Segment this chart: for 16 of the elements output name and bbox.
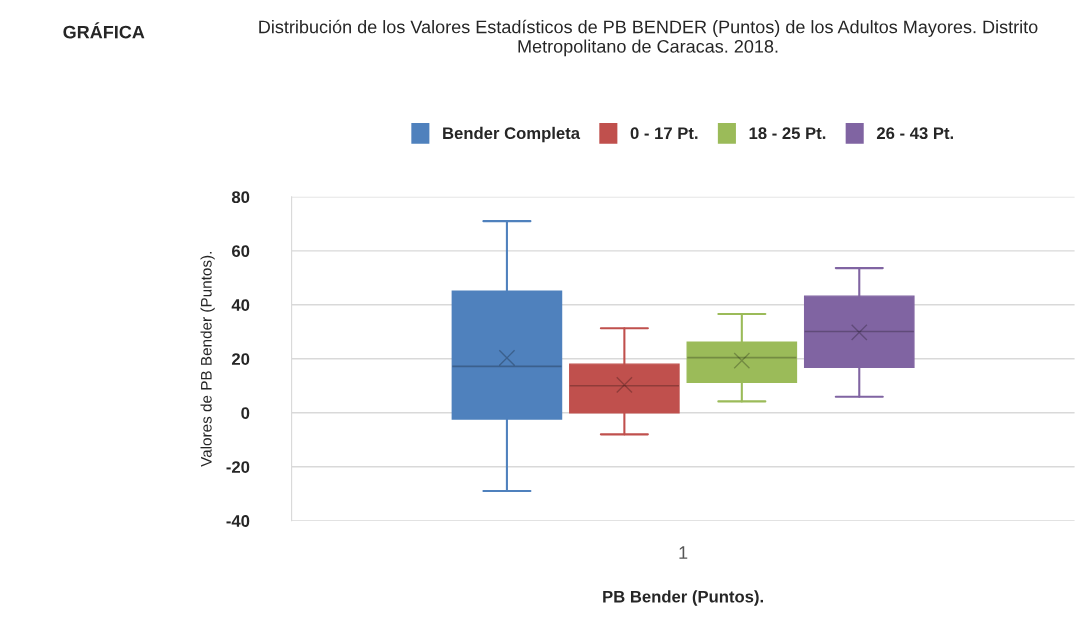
y-tick-label: 40 <box>231 299 250 311</box>
legend-label: 18 - 25 Pt. <box>749 127 826 140</box>
x-tick-label: 1 <box>679 546 688 559</box>
y-tick-label: 60 <box>232 245 250 258</box>
y-tick-label: 0 <box>241 407 250 419</box>
y-axis-title: Valores de PB Bender (Puntos). <box>200 252 215 467</box>
y-tick-label: 80 <box>231 191 250 204</box>
y-tick-label: -40 <box>226 515 250 527</box>
y-tick-label: 20 <box>231 353 250 365</box>
x-axis-title: PB Bender (Puntos). <box>603 590 763 606</box>
text: GRÁFICA <box>63 22 145 39</box>
legend-label: 26 - 43 Pt. <box>876 127 954 140</box>
legend-label: 0 - 17 Pt. <box>630 127 698 140</box>
legend-label: Bender Completa <box>443 126 581 143</box>
chart-title: Distribución de los Valores Estadísticos de PB BENDER (Puntos) de los Adultos Mayores. Distrito Metropolitano de Caracas. 2018. <box>259 19 1038 57</box>
y-tick-label: -20 <box>226 461 250 473</box>
